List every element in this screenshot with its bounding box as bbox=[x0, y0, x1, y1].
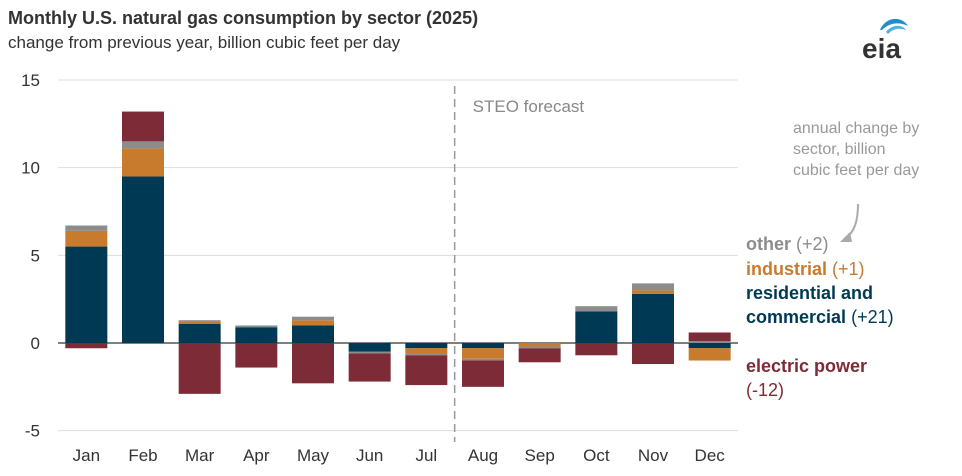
bar-segment bbox=[462, 348, 504, 359]
bar-segment bbox=[632, 293, 674, 343]
bar-segment bbox=[122, 148, 164, 177]
bar-segment bbox=[518, 348, 561, 363]
legend-other-value: (+2) bbox=[796, 234, 829, 254]
bar-segment bbox=[235, 327, 278, 343]
bar-segment bbox=[65, 246, 108, 343]
chart-subtitle: change from previous year, billion cubic… bbox=[8, 33, 401, 52]
forecast-label: STEO forecast bbox=[473, 97, 585, 116]
legend-industrial: industrial (+1) bbox=[746, 257, 865, 281]
y-tick-label: 5 bbox=[31, 246, 40, 265]
bar-segment bbox=[178, 343, 221, 394]
bar-segment bbox=[518, 343, 561, 347]
legend-industrial-label: industrial bbox=[746, 259, 828, 279]
x-tick-label: Jun bbox=[356, 446, 383, 465]
bar-segment bbox=[65, 225, 108, 231]
bar-segment bbox=[405, 353, 448, 356]
bar-segment bbox=[632, 283, 674, 291]
x-tick-label: Nov bbox=[638, 446, 669, 465]
legend-other-label: other bbox=[746, 234, 791, 254]
chart-title: Monthly U.S. natural gas consumption by … bbox=[8, 8, 479, 28]
annotation-arrow bbox=[845, 203, 859, 239]
x-tick-label: Jan bbox=[73, 446, 100, 465]
bar-segment bbox=[65, 230, 108, 247]
x-tick-label: Jul bbox=[415, 446, 437, 465]
bar-segment bbox=[178, 321, 221, 324]
bar-segment bbox=[292, 325, 334, 343]
bar-segment bbox=[122, 176, 164, 343]
bar-segment bbox=[178, 323, 221, 343]
legend-residential: residential and commercial (+21) bbox=[746, 281, 894, 329]
bar-segment bbox=[348, 343, 391, 352]
x-tick-label: Feb bbox=[128, 446, 157, 465]
bar-segment bbox=[348, 351, 391, 354]
x-tick-label: May bbox=[297, 446, 330, 465]
x-tick-label: Sep bbox=[525, 446, 555, 465]
bar-segment bbox=[405, 355, 448, 386]
legend-electric: electric power (-12) bbox=[746, 354, 867, 402]
bar-segment bbox=[462, 360, 504, 387]
legend-electric-label: electric power bbox=[746, 356, 868, 376]
bar-segment bbox=[235, 343, 278, 368]
bar-segment bbox=[178, 320, 221, 322]
legend-industrial-value: (+1) bbox=[832, 259, 865, 279]
bar-segment bbox=[688, 341, 731, 343]
x-tick-label: Mar bbox=[185, 446, 215, 465]
bar-segment bbox=[688, 343, 731, 349]
logo-text: eia bbox=[862, 33, 901, 64]
annotation-arrowhead bbox=[840, 232, 852, 242]
annotation-note: annual change by sector, billion cubic f… bbox=[793, 120, 920, 179]
bar-segment bbox=[292, 343, 334, 384]
x-tick-label: Oct bbox=[583, 446, 610, 465]
legend-residential-value: (+21) bbox=[851, 307, 894, 327]
bar-segment bbox=[575, 306, 618, 312]
x-tick-label: Aug bbox=[468, 446, 498, 465]
legend-residential-label-line1: residential and bbox=[746, 283, 874, 303]
bar-segment bbox=[575, 311, 618, 343]
legend-residential-label-line2: commercial bbox=[746, 307, 847, 327]
y-tick-label: 15 bbox=[21, 71, 40, 90]
bar-segment bbox=[575, 343, 618, 356]
bar-segment bbox=[405, 348, 448, 354]
bar-segment bbox=[632, 343, 674, 365]
bar-segment bbox=[122, 141, 164, 149]
bar-segment bbox=[632, 290, 674, 294]
bar-segment bbox=[518, 346, 561, 349]
y-tick-label: -5 bbox=[25, 422, 40, 441]
bar-segment bbox=[688, 348, 731, 361]
bar-segment bbox=[348, 353, 391, 382]
x-tick-label: Dec bbox=[695, 446, 726, 465]
bar-segment bbox=[292, 316, 334, 321]
bar-segment bbox=[405, 343, 448, 349]
y-tick-label: 10 bbox=[21, 159, 40, 178]
y-tick-label: 0 bbox=[31, 334, 40, 353]
bar-segment bbox=[688, 332, 731, 342]
legend-electric-value: (-12) bbox=[746, 380, 785, 400]
bar-segment bbox=[65, 343, 108, 349]
bar-segment bbox=[292, 320, 334, 326]
legend-other: other (+2) bbox=[746, 232, 829, 256]
eia-logo: eia bbox=[862, 18, 908, 64]
bar-segment bbox=[462, 343, 504, 349]
bar-segment bbox=[235, 325, 278, 328]
x-tick-label: Apr bbox=[243, 446, 270, 465]
bar-segment bbox=[122, 111, 164, 142]
bar-segment bbox=[462, 358, 504, 361]
